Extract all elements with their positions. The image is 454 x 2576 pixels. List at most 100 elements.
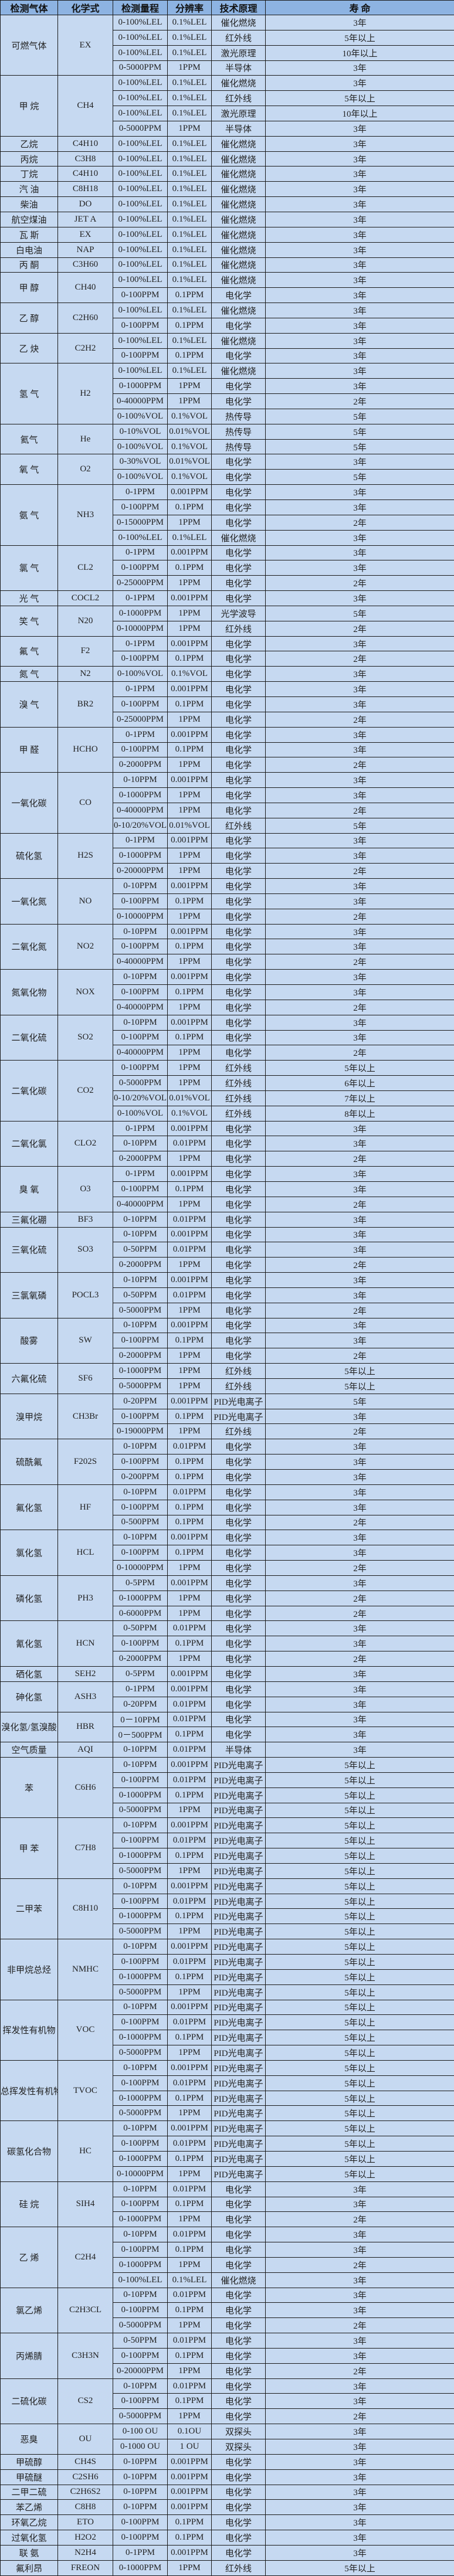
principle-cell: PID光电离子 [211, 1393, 266, 1409]
resolution-cell: 0.01PPM [167, 2227, 212, 2243]
lifespan-cell: 3年 [265, 1454, 454, 1470]
gas-name-cell: 甲 醛 [0, 726, 58, 773]
resolution-cell: 0.01PPM [167, 2075, 212, 2091]
table-row: 总挥发性有机物 TVOC 0-10PPM 0.001PPM PID光电离子 5年以上 [0, 2060, 454, 2122]
lifespan-cell: 3年 [265, 726, 454, 743]
range-cell: 0-100%LEL [113, 2272, 168, 2288]
lifespan-cell: 5年以上 [265, 1969, 454, 1985]
table-row: 0-2000PPM 1PPM 电化学 2年 [1, 757, 454, 773]
gas-name-cell: 氦气 [0, 423, 58, 455]
table-row: 0-10/20%VOL 0.01%VOL 红外线 5年 [1, 817, 454, 834]
resolution-cell: 0.001PPM [167, 681, 212, 697]
resolution-cell: 0.1PPM [167, 2514, 212, 2531]
table-row: 三氯氧磷 POCL3 0-10PPM 0.001PPM 电化学 3年 [0, 1272, 454, 1318]
range-cell: 0-10000PPM [113, 620, 168, 637]
formula-cell: NAP [57, 242, 113, 258]
lifespan-cell: 5年以上 [265, 1363, 454, 1379]
range-cell: 0-100PPM [113, 2393, 168, 2410]
formula-cell: F2 [57, 635, 113, 667]
resolution-cell: 0.1PPM [167, 2196, 212, 2213]
principle-cell: 催化燃烧 [211, 166, 266, 182]
range-cell: 0-1PPM [113, 484, 168, 500]
table-row: 0-100PPM 0.1PPM 电化学 3年 [1, 2302, 454, 2319]
lifespan-cell: 3年 [265, 545, 454, 561]
resolution-cell: 0.001PPM [167, 484, 212, 500]
formula-cell: FREON [57, 2560, 113, 2576]
range-cell: 0-1000PPM [113, 1969, 168, 1985]
table-row: 0-100PPM 0.1PPM 电化学 3年 [1, 2242, 454, 2258]
principle-cell: 电化学 [211, 923, 266, 940]
resolution-cell: 0.1PPM [167, 1908, 212, 1925]
lifespan-cell: 5年以上 [265, 1378, 454, 1394]
table-row: 0-40000PPM 1PPM 电化学 2年 [1, 1196, 454, 1212]
lifespan-cell: 2年 [265, 802, 454, 818]
table-row: 0-100PPM 0.1PPM PID光电离子 3年 [1, 1408, 454, 1425]
gas-name-cell: 氯化氢 [0, 1530, 58, 1576]
lifespan-cell: 3年 [265, 1499, 454, 1515]
formula-cell: CO [57, 772, 113, 834]
table-row: 0-100%VOL 0.1%VOL 热传导 5年 [1, 439, 454, 455]
principle-cell: PID光电离子 [211, 1939, 266, 1955]
principle-cell: 电化学 [211, 2256, 266, 2273]
table-row: 六氟化硫 SF6 0-1000PPM 1PPM 红外线 5年以上 [0, 1363, 454, 1394]
gas-name-cell: 柴油 [0, 196, 58, 212]
resolution-cell: 0.1PPM [167, 1454, 212, 1470]
lifespan-cell: 3年 [265, 196, 454, 212]
table-row: 柴油 DO 0-100%LEL 0.1%LEL 催化燃烧 3年 [0, 196, 454, 212]
lifespan-cell: 8年以上 [265, 1105, 454, 1122]
principle-cell: 红外线 [211, 620, 266, 637]
lifespan-cell: 2年 [265, 1651, 454, 1667]
lifespan-cell: 2年 [265, 2256, 454, 2273]
range-cell: 0-1000PPM [113, 1787, 168, 1803]
range-cell: 0-10PPM [113, 1014, 168, 1031]
formula-cell: POCL3 [57, 1272, 113, 1318]
formula-cell: C2H4 [57, 2227, 113, 2288]
table-row: 0-1000PPM 0.1PPM PID光电离子 5年以上 [1, 1848, 454, 1864]
table-body: 可燃气体 EX 0-100%LEL 0.1%LEL 催化燃烧 3年 0-100%LEL 0.1… [0, 14, 454, 2576]
table-row: 乙 烯 C2H4 0-10PPM 0.01PPM 电化学 3年 [0, 2227, 454, 2288]
gas-name-cell: 苯 [0, 1757, 58, 1819]
resolution-cell: 0.1%LEL [167, 303, 212, 318]
principle-cell: 红外线 [211, 90, 266, 107]
resolution-cell: 0.1%LEL [167, 196, 212, 212]
principle-cell: 催化燃烧 [211, 257, 266, 273]
lifespan-cell: 5年以上 [265, 2030, 454, 2046]
table-row: 磷化氢 PH3 0-5PPM 0.001PPM 电化学 3年 [0, 1575, 454, 1622]
range-cell: 0-100PPM [113, 1893, 168, 1909]
range-cell: 0-100PPM [113, 1636, 168, 1652]
resolution-cell: 0.1PPM [167, 1469, 212, 1485]
principle-cell: 电化学 [211, 1636, 266, 1652]
table-row: 苯 C6H6 0-10PPM 0.001PPM PID光电离子 5年以上 [0, 1757, 454, 1819]
table-row: 0-100PPM 0.1PPM 电化学 3年 [1, 1181, 454, 1197]
lifespan-cell: 5年以上 [265, 29, 454, 46]
range-cell: 0-1PPM [113, 635, 168, 652]
formula-cell: C3H8 [57, 151, 113, 167]
gas-name-cell: 六氟化硫 [0, 1363, 58, 1394]
gas-name-cell: 非甲烷总烃 [0, 1939, 58, 2000]
principle-cell: 催化燃烧 [211, 272, 266, 288]
lifespan-cell: 3年 [265, 378, 454, 395]
principle-cell: 电化学 [211, 1257, 266, 1273]
resolution-cell: 0.1%LEL [167, 242, 212, 258]
formula-cell: NH3 [57, 484, 113, 546]
gas-name-cell: 氮 气 [0, 666, 58, 682]
resolution-cell: 0.01PPM [167, 1287, 212, 1303]
table-row: 一氧化碳 CO 0-10PPM 0.001PPM 电化学 3年 [0, 772, 454, 834]
table-row: 0-40000PPM 1PPM 电化学 2年 [1, 802, 454, 818]
range-cell: 0-10PPM [113, 2484, 168, 2500]
principle-cell: 电化学 [211, 1605, 266, 1622]
formula-cell: F202S [57, 1439, 113, 1485]
principle-cell: 红外线 [211, 1060, 266, 1076]
formula-cell: ETO [57, 2514, 113, 2531]
resolution-cell: 0.1%VOL [167, 439, 212, 455]
range-cell: 0-1000PPM [113, 848, 168, 864]
gas-name-cell: 一氧化碳 [0, 772, 58, 834]
lifespan-cell: 3年 [265, 2499, 454, 2516]
resolution-cell: 0.1PPM [167, 1181, 212, 1197]
table-row: 0-5000PPM 1PPM PID光电离子 5年以上 [1, 2045, 454, 2061]
table-row: 硒化氢 SEH2 0-5PPM 0.001PPM 电化学 3年 [0, 1666, 454, 1682]
formula-cell: NO2 [57, 923, 113, 970]
range-cell: 0-5000PPM [113, 1075, 168, 1091]
principle-cell: 电化学 [211, 1590, 266, 1606]
gas-name-cell: 碳氢化合物 [0, 2120, 58, 2182]
